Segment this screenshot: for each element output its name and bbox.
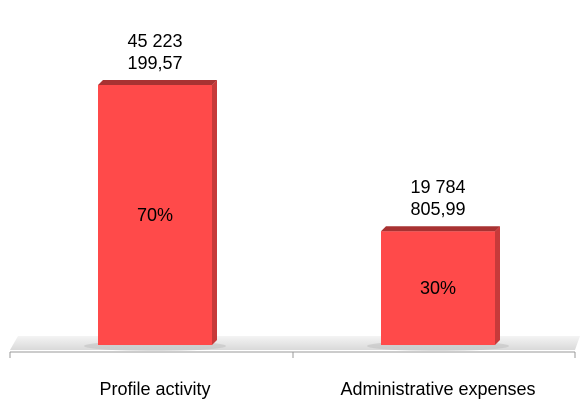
bar-top — [98, 80, 217, 85]
value-label: 19 784 805,99 — [410, 177, 466, 220]
bar-side — [212, 80, 217, 345]
x-tick-label: Administrative expenses — [340, 379, 536, 399]
percent-label: 70% — [136, 205, 174, 225]
bar-top — [381, 226, 500, 232]
x-tick-label: Profile activity — [99, 379, 211, 399]
value-label: 45 223 199,57 — [127, 31, 183, 73]
bar — [381, 231, 495, 345]
percent-label: 30% — [419, 278, 457, 299]
bar — [98, 85, 212, 345]
bar-side — [495, 226, 500, 345]
